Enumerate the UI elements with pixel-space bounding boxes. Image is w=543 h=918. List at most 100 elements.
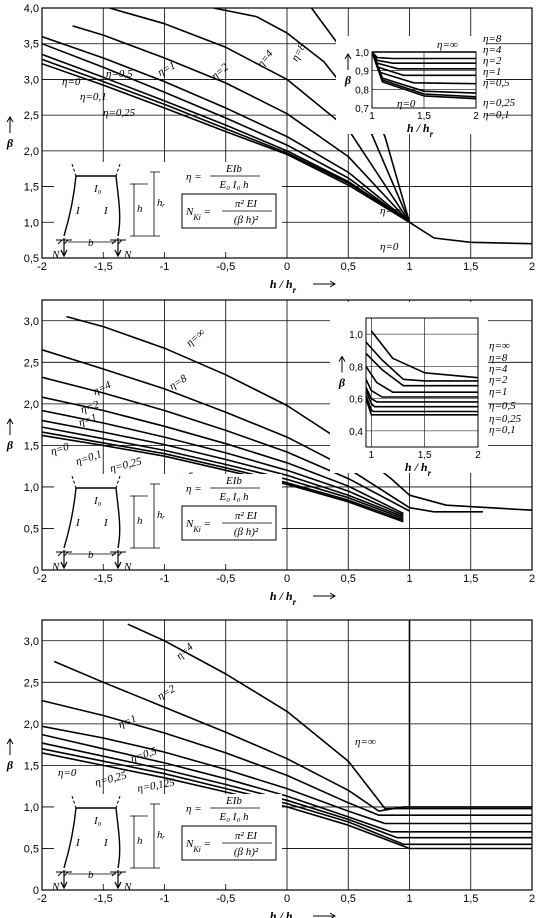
column-inertia-label: I bbox=[103, 517, 109, 529]
inset1-y-tick-label: 0,9 bbox=[355, 67, 369, 78]
inset2-series-eta-4 bbox=[366, 352, 478, 387]
span-label: b bbox=[88, 549, 94, 561]
chart2-y-tick-label: 2,5 bbox=[24, 357, 39, 369]
chart1-series-eta-0-25 bbox=[42, 53, 410, 223]
load-line bbox=[71, 163, 121, 177]
formula-block: η = EIb E₀ I₀ h NKi = π² EI (β h)² bbox=[181, 795, 277, 861]
inset1-series-eta-0 bbox=[372, 51, 476, 100]
chart2-y-tick-label: 0 bbox=[33, 565, 39, 577]
series-label-eta-4: η=4 bbox=[174, 641, 196, 663]
series-label-eta-0-5: η=0,5 bbox=[129, 745, 159, 765]
chart2-series-eta-0-5 bbox=[42, 419, 404, 518]
frame-outline bbox=[63, 175, 121, 237]
load-label-left: N bbox=[51, 561, 60, 573]
chart1-series-eta-0-1 bbox=[42, 58, 410, 223]
chart1-x-tick-label: -1 bbox=[160, 261, 170, 273]
ref-height-label: hᵣ bbox=[157, 197, 166, 209]
inset1-x-tick-label: 1 bbox=[369, 111, 375, 122]
chart1-y-tick-label: 1,5 bbox=[24, 182, 39, 194]
chart1-y-tick-label: 4,0 bbox=[24, 3, 39, 15]
inset-series-label-eta-8: η=8 bbox=[483, 33, 502, 45]
chart3-x-tick-label: -0,5 bbox=[216, 893, 235, 905]
nki-numerator: π² EI bbox=[235, 830, 258, 842]
chart1-x-tick-label: 0 bbox=[284, 261, 290, 273]
inset1-y-tick-label: 0,7 bbox=[355, 104, 369, 115]
chart1-series-eta-0 bbox=[42, 62, 532, 245]
inset1-x-tick-label: 1,5 bbox=[417, 111, 431, 122]
inset2-series-eta-1 bbox=[366, 378, 478, 398]
inset2-x-tick-label: 1,5 bbox=[418, 450, 432, 461]
chart3-y-tick-label: 3,0 bbox=[24, 636, 39, 648]
series-label-eta-0: η=0 bbox=[58, 767, 77, 779]
inset-series-label-eta-0-25: η=0,25 bbox=[483, 97, 516, 109]
chart2-series-eta-4 bbox=[42, 376, 410, 512]
inset2-series-eta-8 bbox=[366, 341, 478, 382]
x-axis-label: h / hr bbox=[270, 589, 297, 607]
series-label-eta-0: η=0 bbox=[380, 241, 399, 253]
chart1-series-eta-1 bbox=[42, 35, 411, 223]
load-label-right: N bbox=[123, 561, 132, 573]
inset1-x-tick-label: 2 bbox=[473, 111, 479, 122]
chart2-x-tick-label: 1,5 bbox=[463, 573, 478, 585]
force-arrow-icon bbox=[114, 870, 122, 890]
height-label: h bbox=[137, 203, 143, 215]
eta-numerator: EIb bbox=[225, 163, 242, 175]
formula-block: η = EIb E₀ I₀ h NKi = π² EI (β h)² bbox=[181, 475, 277, 541]
eta-denominator: E₀ I₀ h bbox=[218, 179, 249, 191]
chart1-series-eta-2 bbox=[72, 25, 411, 223]
chart2-y-tick-label: 2,0 bbox=[24, 399, 39, 411]
chart3-x-tick-label: 2 bbox=[529, 893, 535, 905]
column-inertia-label: I bbox=[103, 205, 109, 217]
eta-lhs: η = bbox=[186, 803, 202, 815]
y-axis-arrow-icon bbox=[338, 355, 346, 373]
inset-series-label-eta-0-25: η=0,25 bbox=[489, 413, 522, 425]
column-inertia-label: I bbox=[75, 837, 81, 849]
y-axis-label: β bbox=[344, 73, 352, 87]
chart3-series-eta-8 bbox=[127, 623, 532, 810]
series-label-eta-8: η=8 bbox=[167, 372, 189, 392]
y-axis-arrow-icon bbox=[6, 418, 14, 435]
chart-panel-1: -2 -1,5 -1 -0,5 0 0,5 1 1,5 2 0,5 1,0 1,5 2,0 2,5 3,0 3… bbox=[6, 3, 535, 295]
chart2-x-tick-label: 0 bbox=[284, 573, 290, 585]
nki-denominator: (β h)² bbox=[234, 846, 259, 858]
chart2-series-eta-8 bbox=[42, 349, 483, 513]
chart-panel-2: -2 -1,5 -1 -0,5 0 0,5 1 1,5 2 0 0,5 1,0 1,5 2,0 2,5 3,0… bbox=[6, 299, 535, 607]
inset-series-label-eta-0: η=0 bbox=[397, 98, 416, 110]
inset2-series-eta-0-5 bbox=[366, 386, 478, 403]
inset2-frame bbox=[365, 317, 479, 448]
chart3-series-eta-0-25 bbox=[42, 742, 532, 839]
chart2-x-tick-label: -2 bbox=[37, 573, 47, 585]
column-inertia-label: I bbox=[75, 205, 81, 217]
inset2-y-tick-label: 1,0 bbox=[349, 330, 363, 341]
series-label-eta-8: η=8 bbox=[289, 41, 308, 63]
series-label-eta-0-125: η=0,125 bbox=[136, 777, 176, 795]
beam-inertia-label: I₀ bbox=[93, 183, 102, 195]
frame-diagram: I₀I IbN Nh hᵣ bbox=[51, 163, 166, 261]
x-axis-label: h / hr bbox=[270, 909, 297, 918]
inset-series-label-eta-inf: η=∞ bbox=[489, 340, 510, 352]
beam-inertia-label: I₀ bbox=[93, 815, 102, 827]
eta-denominator: E₀ I₀ h bbox=[218, 491, 249, 503]
chart2-series-eta-1 bbox=[42, 409, 404, 516]
inset2-x-tick-label: 1 bbox=[369, 450, 375, 461]
y-axis-arrow-icon bbox=[6, 738, 14, 755]
chart1-y-tick-label: 2,0 bbox=[24, 146, 39, 158]
frame-outline bbox=[63, 807, 121, 869]
chart3-x-tick-label: 0 bbox=[284, 893, 290, 905]
inset1-y-tick-label: 1,0 bbox=[355, 48, 369, 59]
y-axis-label: β bbox=[6, 758, 14, 772]
chart3-series-eta-4 bbox=[53, 660, 532, 812]
eta-denominator: E₀ I₀ h bbox=[218, 811, 249, 823]
inset2-series-eta-inf bbox=[370, 330, 478, 379]
nki-numerator: π² EI bbox=[235, 510, 258, 522]
ref-height-label: hᵣ bbox=[157, 509, 166, 521]
eta-lhs: η = bbox=[186, 171, 202, 183]
chart1-x-tick-label: 1 bbox=[406, 261, 412, 273]
chart2-x-tick-label: -1,5 bbox=[94, 573, 113, 585]
chart3-y-tick-label: 1,0 bbox=[24, 802, 39, 814]
series-label-eta-0: η=0 bbox=[62, 76, 81, 88]
chart1-x-tick-label: 2 bbox=[529, 261, 535, 273]
series-label-eta-0-1: η=0,1 bbox=[74, 448, 103, 468]
series-label-eta-inf: η=∞ bbox=[355, 736, 376, 748]
series-label-eta-0: η=0 bbox=[49, 441, 71, 458]
